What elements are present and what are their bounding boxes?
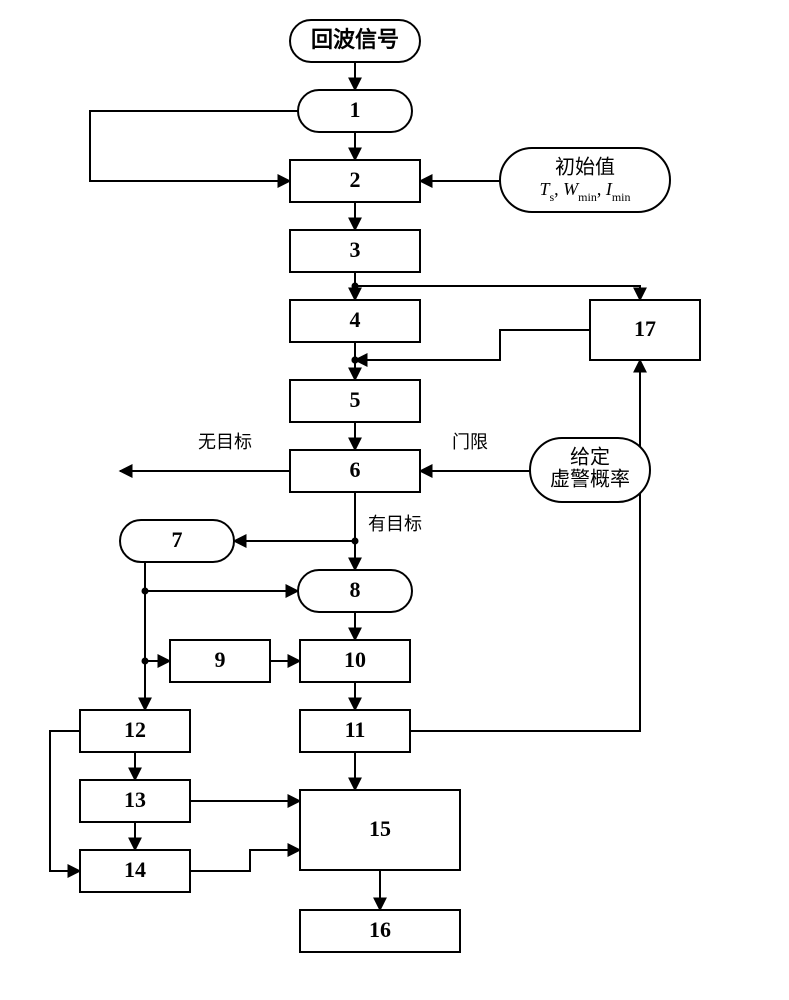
node-label-n6: 6 xyxy=(350,457,361,482)
nodes: 回波信号12初始值Ts, Wmin, Imin3456给定虚警概率7891011… xyxy=(80,20,700,952)
node-label-n5: 5 xyxy=(350,387,361,412)
edge-label: 门限 xyxy=(452,432,488,452)
node-label-n16: 16 xyxy=(369,917,391,942)
node-label-n12: 12 xyxy=(124,717,146,742)
edge-label: 无目标 xyxy=(198,432,252,452)
flowchart: 门限无目标有目标回波信号12初始值Ts, Wmin, Imin3456给定虚警概… xyxy=(0,0,789,1000)
node-label-n17: 17 xyxy=(634,316,656,341)
edge xyxy=(190,850,300,871)
edge xyxy=(355,286,640,300)
node-label-n3: 3 xyxy=(350,237,361,262)
node-label-n14: 14 xyxy=(124,857,146,882)
node-label-echo: 回波信号 xyxy=(311,27,399,52)
node-label-n10: 10 xyxy=(344,647,366,672)
node-label-n13: 13 xyxy=(124,787,146,812)
edge-label: 有目标 xyxy=(368,514,422,534)
node-label-n2: 2 xyxy=(350,167,361,192)
node-label-n15: 15 xyxy=(369,816,391,841)
node-label-n11: 11 xyxy=(345,717,366,742)
node-label-n1: 1 xyxy=(350,97,361,122)
node-label-n4: 4 xyxy=(350,307,361,332)
node-label-n9: 9 xyxy=(215,647,226,672)
node-label-falarm-1: 虚警概率 xyxy=(550,468,630,491)
edge xyxy=(50,731,80,871)
edge xyxy=(145,562,298,591)
node-label-init-0: 初始值 xyxy=(555,156,615,179)
node-label-falarm-0: 给定 xyxy=(570,446,610,469)
node-label-n7: 7 xyxy=(172,527,183,552)
node-label-n8: 8 xyxy=(350,577,361,602)
edge xyxy=(410,360,640,731)
edge xyxy=(90,111,298,181)
